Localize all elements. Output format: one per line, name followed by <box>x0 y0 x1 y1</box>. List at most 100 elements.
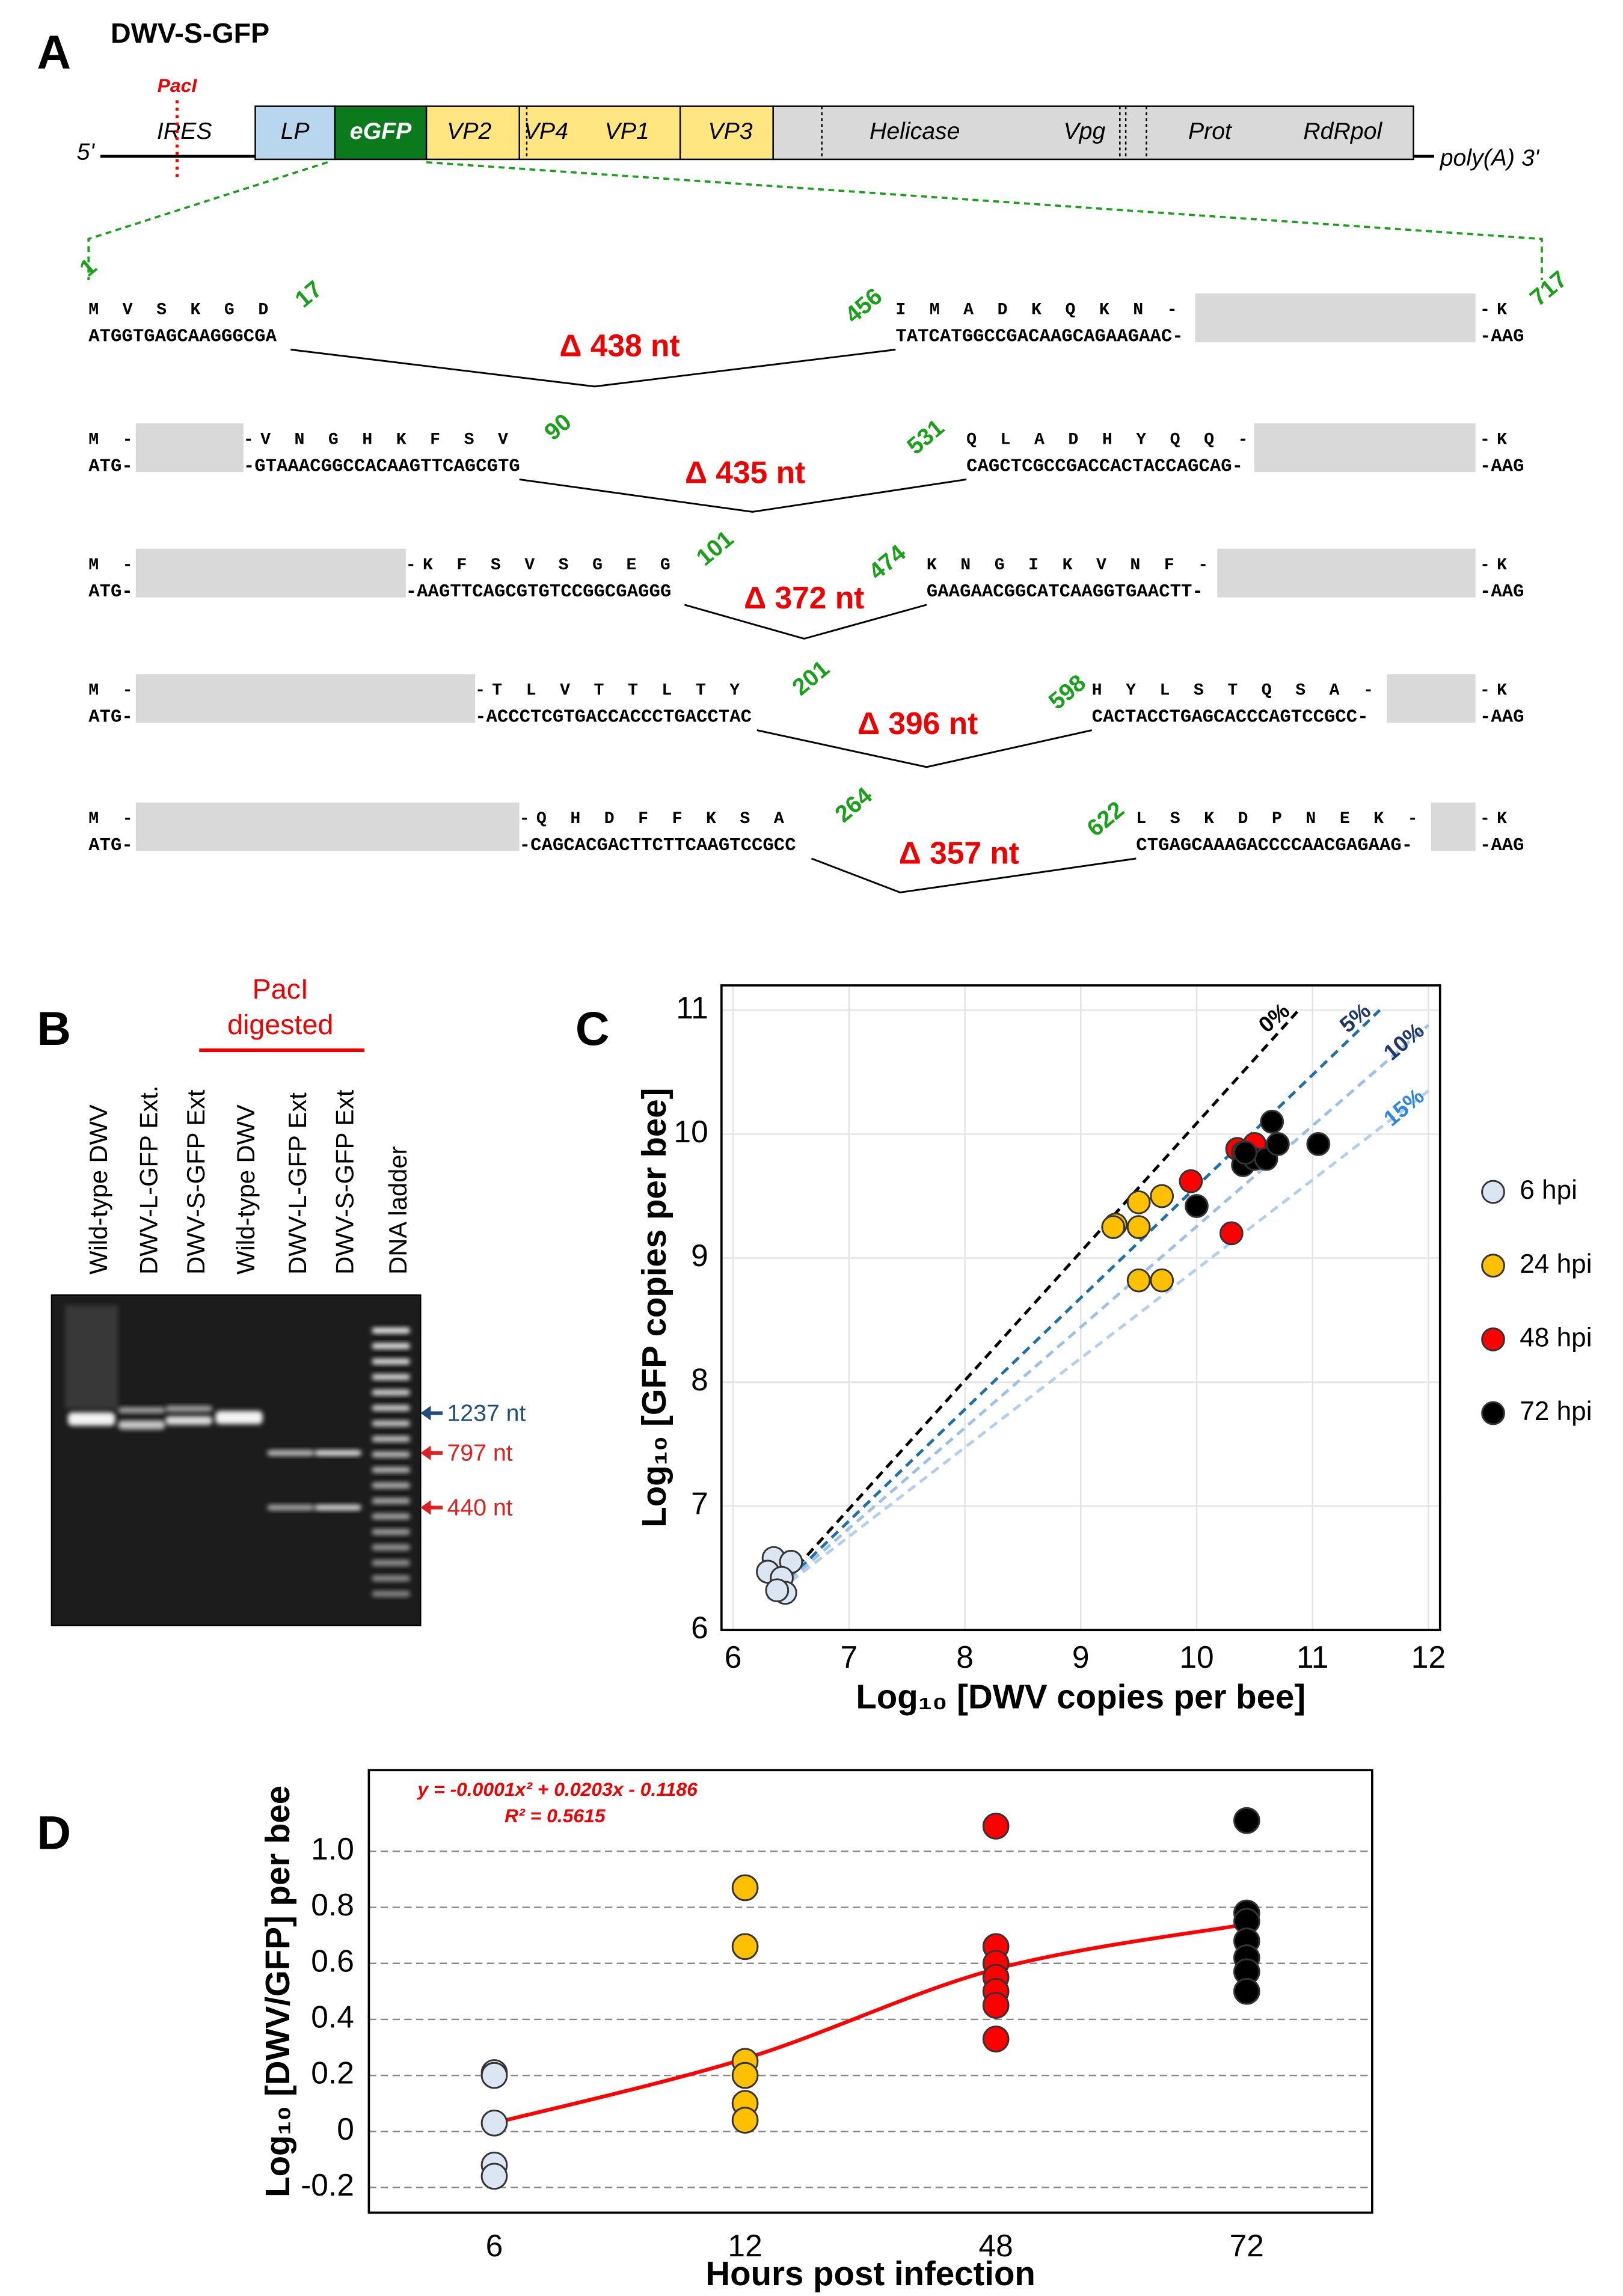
trend-r-squared: R² = 0.5615 <box>505 1805 606 1826</box>
reference-label: 0% <box>1254 998 1294 1038</box>
gel-band <box>314 1504 362 1511</box>
y-tick-label: 0.2 <box>311 2056 354 2090</box>
segment-label: LP <box>281 118 310 144</box>
segment-label: VP2 <box>447 118 491 144</box>
deletion-size: Δ 396 nt <box>858 706 978 741</box>
data-point <box>982 1992 1010 2019</box>
reference-line <box>767 1024 1430 1600</box>
aa-sequence: K N G I K V N F - <box>927 556 1215 575</box>
legend-marker <box>1481 1254 1505 1278</box>
ladder-band <box>372 1513 411 1520</box>
data-point <box>1260 1109 1284 1134</box>
x-tick-label: 12 <box>1411 1639 1446 1674</box>
aa-sequence: -K <box>1480 810 1514 828</box>
lane-label: DWV-S-GFP Ext <box>331 1089 359 1275</box>
reference-line <box>767 1009 1300 1600</box>
nt-sequence: -ACCCTCGTGACCACCCTGACCTAC <box>475 707 752 728</box>
gel-band <box>267 1450 314 1456</box>
y-tick-label: 10 <box>673 1114 708 1149</box>
aa-sequence: -Q H D F F K S A <box>520 810 791 828</box>
marker-label: 1237 nt <box>447 1400 526 1426</box>
aa-sequence: H Y L S T Q S A - <box>1092 682 1381 700</box>
segment-label: Helicase <box>870 118 960 144</box>
ires-label: IRES <box>157 118 212 144</box>
legend-label: 48 hpi <box>1520 1323 1592 1353</box>
data-point <box>1306 1132 1331 1156</box>
aa-sequence: -K <box>1480 301 1514 320</box>
data-point <box>1126 1215 1151 1239</box>
nt-sequence: -AAG <box>1480 456 1524 477</box>
nt-sequence: ATGGTGAGCAAGGGCGA <box>88 326 277 347</box>
data-point <box>1179 1169 1203 1193</box>
panel-label: D <box>37 1806 71 1859</box>
marker-label: 797 nt <box>447 1440 512 1466</box>
panel-label: A <box>37 26 71 79</box>
lane-label: DWV-S-GFP Ext <box>182 1089 210 1275</box>
lane-label: Wild-type DWV <box>232 1104 260 1275</box>
deleted-region <box>1387 674 1476 723</box>
deletion-junction <box>684 604 927 640</box>
data-point <box>480 2163 508 2190</box>
gel-band <box>67 1412 115 1426</box>
end-position: 717 <box>1525 266 1572 311</box>
reference-label: 5% <box>1335 998 1375 1038</box>
deleted-region <box>1217 548 1476 598</box>
legend-label: 24 hpi <box>1520 1249 1592 1279</box>
junction-position: 531 <box>902 414 949 460</box>
data-point <box>731 1933 759 1961</box>
aa-sequence: -K <box>1480 682 1514 700</box>
x-tick-label: 11 <box>1296 1639 1328 1674</box>
aa-sequence: -K <box>1480 556 1514 575</box>
gel-band <box>165 1406 213 1412</box>
lane-label: DNA ladder <box>384 1146 412 1275</box>
panel-label: C <box>575 1002 610 1055</box>
segment-label: VP1 <box>605 118 649 144</box>
deleted-region <box>1254 423 1476 473</box>
nt-sequence: GAAGAACGGCATCAAGGTGAACTT- <box>927 581 1203 602</box>
junction-position: 264 <box>830 782 877 828</box>
reference-label: 15% <box>1379 1083 1429 1131</box>
segment-label: RdRpol <box>1303 118 1382 144</box>
nt-sequence: -AAG <box>1480 707 1524 728</box>
ladder-band <box>372 1389 411 1396</box>
start-position: 1 <box>75 253 102 282</box>
marker-arrowhead <box>420 1445 431 1461</box>
nt-sequence: ATG- <box>88 835 133 856</box>
data-point <box>731 2107 759 2134</box>
x-tick-label: 48 <box>979 2228 1013 2263</box>
segment-label: VP3 <box>708 118 752 144</box>
egfp-box <box>334 105 428 161</box>
marker-arrowhead <box>420 1500 431 1515</box>
gel-band <box>267 1504 314 1511</box>
y-tick-label: 8 <box>691 1362 708 1397</box>
aa-sequence: I M A D K Q K N - <box>895 301 1184 320</box>
deletion-size: Δ 372 nt <box>744 580 864 615</box>
junction-position: 201 <box>787 655 834 701</box>
ladder-band <box>372 1342 411 1349</box>
data-point <box>1150 1184 1174 1208</box>
junction-position: 598 <box>1044 669 1091 715</box>
x-tick-label: 9 <box>1072 1639 1090 1674</box>
legend-marker <box>1481 1327 1505 1352</box>
y-tick-label: 1.0 <box>311 1831 354 1866</box>
y-tick-label: 0.4 <box>311 2000 354 2034</box>
junction-position: 474 <box>864 539 911 585</box>
data-point <box>1185 1194 1209 1218</box>
lane-label: Wild-type DWV <box>84 1104 112 1275</box>
segment-label: VP4 <box>524 118 568 144</box>
ns-box <box>772 105 1414 161</box>
data-point <box>1126 1190 1151 1214</box>
segment-label: Vpg <box>1063 118 1105 144</box>
data-point <box>480 2062 508 2089</box>
trend-line <box>494 1922 1247 2125</box>
aa-sequence: M - <box>88 431 140 450</box>
ladder-band <box>372 1405 411 1411</box>
ladder-band <box>372 1482 411 1489</box>
data-point <box>1150 1268 1174 1293</box>
marker-arrowhead <box>420 1406 431 1421</box>
x-tick-label: 10 <box>1179 1639 1213 1674</box>
deletion-size: Δ 357 nt <box>899 836 1019 871</box>
legend-marker <box>1481 1401 1505 1425</box>
digest-label: digested <box>227 1009 333 1040</box>
gel-band <box>165 1416 213 1425</box>
